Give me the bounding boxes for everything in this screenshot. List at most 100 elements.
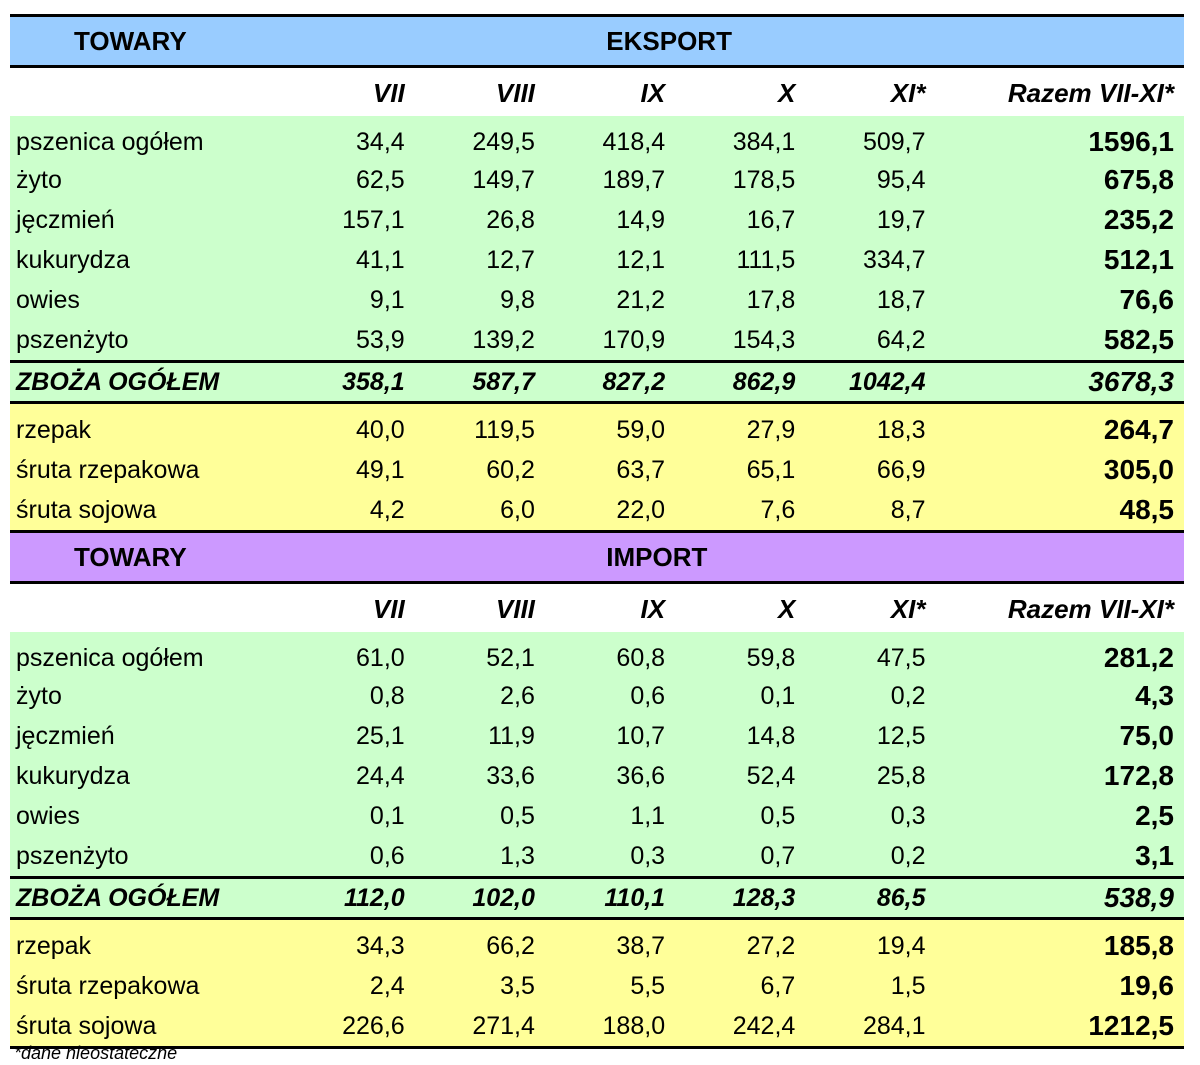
row-total: 264,7 [925, 402, 1184, 450]
month-value: 0,5 [665, 796, 796, 836]
commodity-name: owies [10, 280, 322, 320]
row-total: 48,5 [925, 490, 1184, 533]
month-value: 0,3 [534, 836, 666, 878]
month-value: 33,6 [404, 756, 535, 796]
month-value: 34,4 [321, 116, 405, 160]
month-value: 17,8 [665, 280, 796, 320]
row-total: 3,1 [925, 836, 1184, 878]
month-value: 0,3 [795, 796, 926, 836]
table-row: śruta rzepakowa 49,1 60,2 63,7 65,1 66,9 305,0 [10, 450, 1184, 490]
month-value: 27,2 [665, 918, 796, 966]
month-value: 95,4 [795, 160, 926, 200]
commodity-name: ZBOŻA OGÓŁEM [10, 360, 322, 404]
month-value: 509,7 [795, 116, 926, 160]
row-total: 1596,1 [925, 116, 1184, 160]
row-total: 19,6 [925, 966, 1184, 1006]
table-row: kukurydza 41,1 12,7 12,1 111,5 334,7 512,1 [10, 240, 1184, 280]
row-total: 172,8 [925, 756, 1184, 796]
month-value: 62,5 [321, 160, 405, 200]
month-value: 16,7 [665, 200, 796, 240]
table-row: pszenżyto 0,6 1,3 0,3 0,7 0,2 3,1 [10, 836, 1184, 878]
month-value: 59,8 [665, 632, 796, 676]
row-total: 75,0 [925, 716, 1184, 756]
month-value: 0,2 [795, 836, 926, 878]
month-value: 34,3 [321, 918, 405, 966]
commodity-name: żyto [10, 676, 322, 716]
grains-total-row: ZBOŻA OGÓŁEM 112,0 102,0 110,1 128,3 86,5 538,… [10, 876, 1184, 920]
commodity-name: śruta rzepakowa [10, 450, 322, 490]
month-value: 40,0 [321, 402, 405, 450]
month-value: 86,5 [795, 876, 926, 920]
row-total: 512,1 [925, 240, 1184, 280]
month-value: 139,2 [404, 320, 535, 362]
month-value: 12,7 [404, 240, 535, 280]
commodity-name: pszenżyto [10, 836, 322, 878]
table-row: owies 0,1 0,5 1,1 0,5 0,3 2,5 [10, 796, 1184, 836]
month-value: 4,2 [321, 490, 405, 533]
row-total: 4,3 [925, 676, 1184, 716]
row-total: 235,2 [925, 200, 1184, 240]
month-value: 102,0 [404, 876, 535, 920]
month-value: 0,2 [795, 676, 926, 716]
month-header: VII [321, 66, 405, 116]
month-value: 60,2 [404, 450, 535, 490]
month-value: 226,6 [321, 1006, 405, 1049]
month-value: 19,4 [795, 918, 926, 966]
month-value: 0,1 [665, 676, 796, 716]
month-value: 19,7 [795, 200, 926, 240]
month-value: 21,2 [534, 280, 666, 320]
commodity-name: śruta rzepakowa [10, 966, 322, 1006]
row-total: 281,2 [925, 632, 1184, 676]
month-value: 3,5 [404, 966, 535, 1006]
month-value: 128,3 [665, 876, 796, 920]
month-value: 157,1 [321, 200, 405, 240]
month-value: 1,5 [795, 966, 926, 1006]
month-value: 49,1 [321, 450, 405, 490]
row-total: 305,0 [925, 450, 1184, 490]
month-value: 0,7 [665, 836, 796, 878]
import-grains: pszenica ogółem 61,0 52,1 60,8 59,8 47,5 281,2… [10, 632, 1184, 878]
goods-header: TOWARY [10, 14, 322, 68]
import-months-row: VII VIII IX X XI* Razem VII-XI* [10, 582, 1184, 632]
import-header-row: TOWARY IMPORT [10, 530, 1184, 584]
month-value: 0,8 [321, 676, 405, 716]
month-value: 5,5 [534, 966, 666, 1006]
commodity-name: pszenica ogółem [10, 116, 322, 160]
month-value: 119,5 [404, 402, 535, 450]
commodity-name: rzepak [10, 918, 322, 966]
month-value: 27,9 [665, 402, 796, 450]
total-header: Razem VII-XI* [925, 582, 1184, 632]
month-value: 6,0 [404, 490, 535, 533]
table-row: jęczmień 25,1 11,9 10,7 14,8 12,5 75,0 [10, 716, 1184, 756]
month-value: 1,3 [404, 836, 535, 878]
month-value: 59,0 [534, 402, 666, 450]
month-value: 18,3 [795, 402, 926, 450]
commodity-name: kukurydza [10, 240, 322, 280]
month-value: 53,9 [321, 320, 405, 362]
month-value: 170,9 [534, 320, 666, 362]
month-value: 11,9 [404, 716, 535, 756]
month-value: 242,4 [665, 1006, 796, 1049]
month-value: 284,1 [795, 1006, 926, 1049]
month-value: 61,0 [321, 632, 405, 676]
export-oilseeds: rzepak 40,0 119,5 59,0 27,9 18,3 264,7 śruta rz… [10, 402, 1184, 533]
month-value: 7,6 [665, 490, 796, 533]
month-value: 0,1 [321, 796, 405, 836]
month-value: 384,1 [665, 116, 796, 160]
commodity-name: owies [10, 796, 322, 836]
import-title: IMPORT [321, 530, 1184, 584]
row-total: 3678,3 [925, 360, 1184, 404]
month-value: 66,2 [404, 918, 535, 966]
table-row: kukurydza 24,4 33,6 36,6 52,4 25,8 172,8 [10, 756, 1184, 796]
month-value: 189,7 [534, 160, 666, 200]
month-value: 6,7 [665, 966, 796, 1006]
month-value: 8,7 [795, 490, 926, 533]
export-header-row: TOWARY EKSPORT [10, 14, 1184, 68]
commodity-name: jęczmień [10, 200, 322, 240]
month-header: VIII [404, 66, 535, 116]
table-row: śruta rzepakowa 2,4 3,5 5,5 6,7 1,5 19,6 [10, 966, 1184, 1006]
month-value: 38,7 [534, 918, 666, 966]
month-value: 0,6 [534, 676, 666, 716]
trade-table: TOWARY EKSPORT VII VIII IX X XI* Razem V… [10, 14, 1184, 1049]
commodity-name: śruta sojowa [10, 1006, 322, 1049]
